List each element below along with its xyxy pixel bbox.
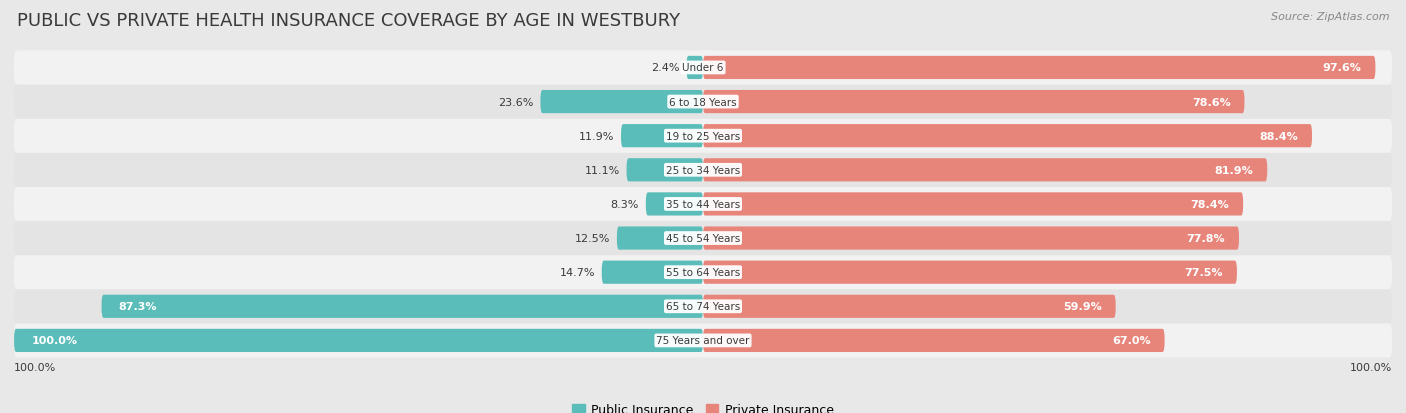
Text: 59.9%: 59.9% bbox=[1063, 301, 1102, 311]
FancyBboxPatch shape bbox=[703, 329, 1164, 352]
Text: 6 to 18 Years: 6 to 18 Years bbox=[669, 97, 737, 107]
Text: 55 to 64 Years: 55 to 64 Years bbox=[666, 268, 740, 278]
Text: 97.6%: 97.6% bbox=[1323, 63, 1361, 73]
Text: 35 to 44 Years: 35 to 44 Years bbox=[666, 199, 740, 209]
Text: 100.0%: 100.0% bbox=[14, 362, 56, 372]
Text: 100.0%: 100.0% bbox=[31, 336, 77, 346]
Text: 45 to 54 Years: 45 to 54 Years bbox=[666, 233, 740, 243]
FancyBboxPatch shape bbox=[540, 91, 703, 114]
FancyBboxPatch shape bbox=[703, 91, 1244, 114]
Text: PUBLIC VS PRIVATE HEALTH INSURANCE COVERAGE BY AGE IN WESTBURY: PUBLIC VS PRIVATE HEALTH INSURANCE COVER… bbox=[17, 12, 681, 30]
FancyBboxPatch shape bbox=[14, 256, 1392, 290]
FancyBboxPatch shape bbox=[14, 153, 1392, 188]
FancyBboxPatch shape bbox=[14, 290, 1392, 323]
FancyBboxPatch shape bbox=[14, 85, 1392, 119]
FancyBboxPatch shape bbox=[703, 159, 1267, 182]
Text: 87.3%: 87.3% bbox=[118, 301, 157, 311]
FancyBboxPatch shape bbox=[14, 188, 1392, 221]
FancyBboxPatch shape bbox=[14, 51, 1392, 85]
FancyBboxPatch shape bbox=[617, 227, 703, 250]
FancyBboxPatch shape bbox=[703, 125, 1312, 148]
Text: 65 to 74 Years: 65 to 74 Years bbox=[666, 301, 740, 311]
FancyBboxPatch shape bbox=[14, 323, 1392, 358]
Text: 78.6%: 78.6% bbox=[1192, 97, 1230, 107]
Text: 88.4%: 88.4% bbox=[1260, 131, 1298, 141]
Text: 11.1%: 11.1% bbox=[585, 166, 620, 176]
Text: 81.9%: 81.9% bbox=[1215, 166, 1254, 176]
Text: 19 to 25 Years: 19 to 25 Years bbox=[666, 131, 740, 141]
Text: 75 Years and over: 75 Years and over bbox=[657, 336, 749, 346]
Text: 2.4%: 2.4% bbox=[651, 63, 679, 73]
Text: 25 to 34 Years: 25 to 34 Years bbox=[666, 166, 740, 176]
FancyBboxPatch shape bbox=[14, 329, 703, 352]
FancyBboxPatch shape bbox=[703, 261, 1237, 284]
Text: 67.0%: 67.0% bbox=[1112, 336, 1152, 346]
Text: Source: ZipAtlas.com: Source: ZipAtlas.com bbox=[1271, 12, 1389, 22]
Text: 11.9%: 11.9% bbox=[579, 131, 614, 141]
FancyBboxPatch shape bbox=[703, 57, 1375, 80]
FancyBboxPatch shape bbox=[645, 193, 703, 216]
FancyBboxPatch shape bbox=[703, 295, 1116, 318]
FancyBboxPatch shape bbox=[627, 159, 703, 182]
Text: 100.0%: 100.0% bbox=[1350, 362, 1392, 372]
FancyBboxPatch shape bbox=[686, 57, 703, 80]
FancyBboxPatch shape bbox=[14, 119, 1392, 153]
FancyBboxPatch shape bbox=[703, 227, 1239, 250]
Text: 8.3%: 8.3% bbox=[610, 199, 638, 209]
Text: Under 6: Under 6 bbox=[682, 63, 724, 73]
Text: 77.5%: 77.5% bbox=[1185, 268, 1223, 278]
FancyBboxPatch shape bbox=[14, 221, 1392, 256]
FancyBboxPatch shape bbox=[703, 193, 1243, 216]
FancyBboxPatch shape bbox=[101, 295, 703, 318]
Text: 23.6%: 23.6% bbox=[498, 97, 533, 107]
Text: 14.7%: 14.7% bbox=[560, 268, 595, 278]
Text: 12.5%: 12.5% bbox=[575, 233, 610, 243]
Legend: Public Insurance, Private Insurance: Public Insurance, Private Insurance bbox=[567, 398, 839, 413]
FancyBboxPatch shape bbox=[621, 125, 703, 148]
Text: 78.4%: 78.4% bbox=[1191, 199, 1229, 209]
Text: 77.8%: 77.8% bbox=[1187, 233, 1225, 243]
FancyBboxPatch shape bbox=[602, 261, 703, 284]
